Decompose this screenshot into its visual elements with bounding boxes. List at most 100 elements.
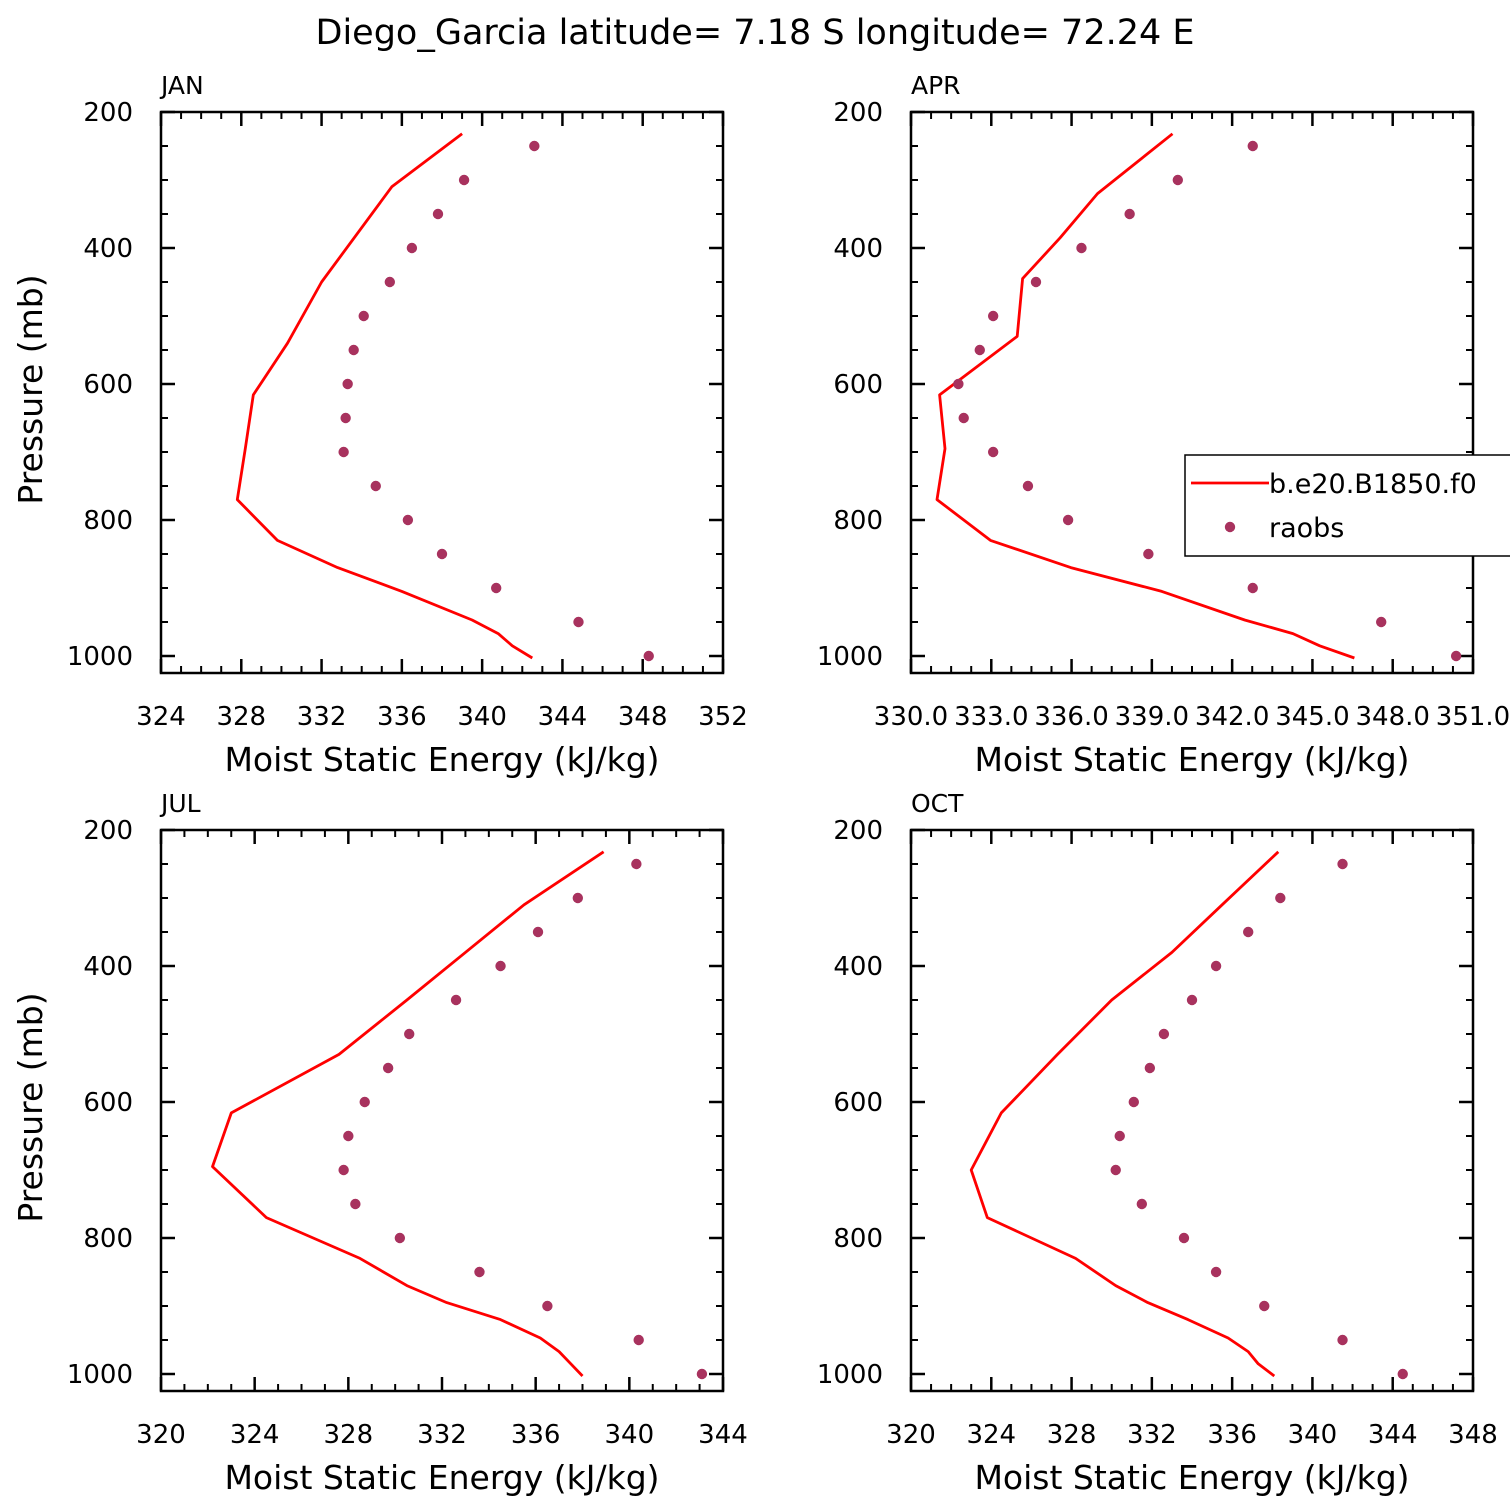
raobs-point: [348, 344, 359, 356]
panel-apr: 330.0 333.0 336.0 339.0 342.0 345.0 348.0 351.0…: [817, 71, 1510, 779]
y-axis-label: Pressure (mb): [11, 274, 50, 504]
raobs-point: [495, 960, 506, 972]
x-tick-label: 336: [511, 1420, 561, 1450]
raobs-point: [573, 616, 584, 628]
raobs-point: [958, 412, 969, 424]
raobs-point: [384, 276, 396, 288]
figure-title: Diego_Garcia latitude= 7.18 S longitude=…: [316, 13, 1195, 53]
raobs-point: [696, 1368, 708, 1380]
raobs-point: [490, 582, 502, 594]
y-tick-label: 600: [833, 370, 883, 400]
panel-jul: 320 324 328 332 336 340 344 200 400 600 800 1000 JUL…: [11, 789, 748, 1497]
y-tick-label: 400: [83, 234, 133, 264]
raobs-point: [394, 1232, 406, 1244]
raobs-point: [1124, 208, 1135, 220]
raobs-point: [1114, 1130, 1125, 1142]
raobs-point: [1076, 242, 1087, 254]
x-tick-label: 340: [1288, 1420, 1338, 1450]
x-tick-label: 324: [966, 1420, 1016, 1450]
raobs-point: [1450, 650, 1462, 662]
raobs-point: [1172, 174, 1184, 186]
y-tick-label: 800: [833, 1224, 883, 1254]
x-tick-label: 336: [377, 702, 427, 732]
raobs-point: [406, 242, 418, 254]
raobs-point: [1143, 548, 1154, 560]
y-tick-label: 600: [83, 370, 133, 400]
raobs-point: [987, 310, 999, 322]
x-tick-label: 344: [538, 702, 588, 732]
legend-marker-swatch: [1224, 521, 1236, 533]
x-tick-label: 336.0: [1034, 702, 1108, 732]
panel-oct: 320 324 328 332 336 340 344 348 200 400 600 800 1000…: [817, 789, 1498, 1497]
x-tick-label: 348.0: [1355, 702, 1429, 732]
raobs-point: [450, 994, 462, 1006]
x-tick-label: 345.0: [1275, 702, 1349, 732]
raobs-point: [1022, 480, 1034, 492]
y-tick-label: 800: [83, 506, 133, 536]
y-tick-label: 400: [833, 234, 883, 264]
raobs-point: [342, 378, 353, 390]
legend-label-model: b.e20.B1850.f0: [1269, 469, 1477, 500]
raobs-point: [1397, 1368, 1408, 1380]
plot-frame: [909, 110, 1475, 675]
y-tick-label: 1000: [67, 1360, 133, 1390]
raobs-point: [458, 174, 470, 186]
raobs-point: [1186, 994, 1198, 1006]
x-tick-label: 332: [1127, 1420, 1177, 1450]
raobs-point: [529, 140, 540, 152]
y-tick-label: 200: [833, 98, 883, 128]
legend-box: [1184, 454, 1510, 557]
raobs-point: [338, 1164, 349, 1176]
model-line: [935, 132, 1355, 660]
x-tick-label: 340: [605, 1420, 655, 1450]
raobs-point: [340, 412, 351, 424]
raobs-point: [1275, 892, 1286, 904]
raobs-point: [532, 926, 544, 938]
model-line: [211, 850, 605, 1377]
raobs-point: [1210, 960, 1222, 972]
x-tick-label: 324: [230, 1420, 280, 1450]
raobs-point: [370, 480, 381, 492]
raobs-point: [359, 1096, 370, 1108]
raobs-point: [1110, 1164, 1121, 1176]
raobs-point: [1128, 1096, 1139, 1108]
x-tick-label: 344: [1368, 1420, 1418, 1450]
raobs-point: [1259, 1300, 1270, 1312]
raobs-point: [1337, 858, 1348, 870]
raobs-point: [987, 446, 999, 458]
plot-data: [235, 132, 654, 662]
x-axis-label: Moist Static Energy (kJ/kg): [224, 740, 659, 779]
x-tick-label: 328: [1047, 1420, 1097, 1450]
x-axis-label: Moist Static Energy (kJ/kg): [974, 740, 1409, 779]
y-tick-label: 200: [83, 98, 133, 128]
raobs-point: [643, 650, 654, 662]
raobs-point: [953, 378, 964, 390]
x-tick-label: 348: [1448, 1420, 1498, 1450]
y-tick-label: 1000: [817, 1360, 883, 1390]
raobs-point: [1062, 514, 1074, 526]
x-tick-label: 333.0: [954, 702, 1028, 732]
raobs-point: [436, 548, 448, 560]
raobs-point: [350, 1198, 361, 1210]
raobs-point: [382, 1062, 394, 1074]
raobs-point: [343, 1130, 354, 1142]
legend-label-raobs: raobs: [1269, 513, 1344, 544]
panel-jan: 324 328 332 336 340 344 348 352 200 400 600 800 1000…: [11, 71, 748, 779]
x-tick-label: 324: [136, 702, 186, 732]
plot-data: [969, 850, 1408, 1380]
y-tick-label: 200: [833, 816, 883, 846]
x-tick-label: 320: [136, 1420, 186, 1450]
raobs-point: [1247, 582, 1258, 594]
plot-data: [935, 132, 1462, 662]
x-tick-label: 352: [698, 702, 748, 732]
y-tick-label: 400: [833, 952, 883, 982]
x-tick-label: 336: [1207, 1420, 1257, 1450]
plot-frame: [159, 828, 725, 1393]
raobs-point: [1030, 276, 1042, 288]
y-tick-label: 1000: [67, 642, 133, 672]
x-tick-label: 328: [324, 1420, 374, 1450]
raobs-point: [432, 208, 444, 220]
model-line: [235, 132, 534, 660]
raobs-point: [974, 344, 985, 356]
raobs-point: [572, 892, 584, 904]
